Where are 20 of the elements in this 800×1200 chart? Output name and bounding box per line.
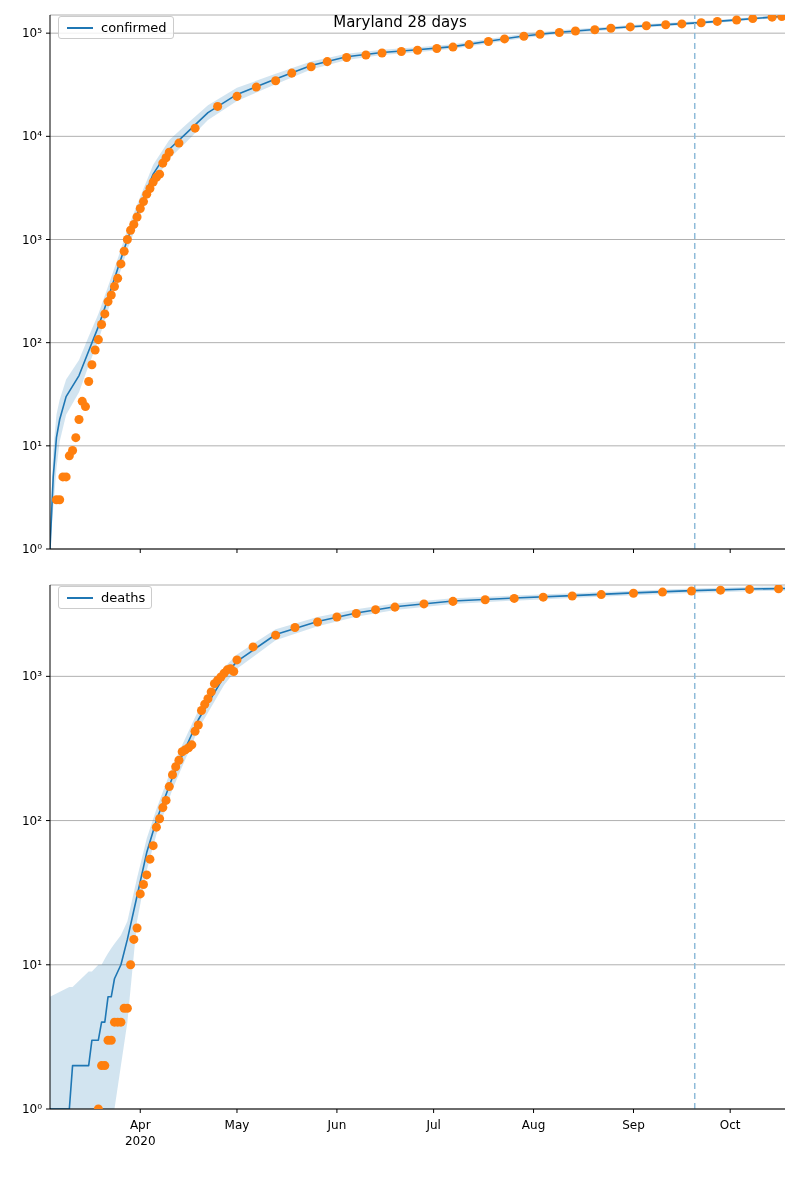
legend-label: confirmed (101, 20, 167, 35)
y-tick-label: 10⁰ (21, 1102, 43, 1116)
x-tick-label: May (224, 1118, 250, 1132)
chart-title: Maryland 28 days (333, 13, 467, 31)
y-tick-label: 10⁴ (21, 129, 43, 144)
y-tick-label: 10⁰ (21, 542, 43, 556)
y-tick-label: 10² (21, 335, 43, 350)
y-tick-label: 10² (21, 813, 43, 828)
y-tick-label: 10⁵ (21, 26, 43, 41)
x-tick-label: Jun (326, 1118, 347, 1132)
x-tick-label: Aug (521, 1118, 546, 1132)
y-tick-label: 10³ (21, 232, 43, 247)
x-tick-label: Sep (622, 1118, 645, 1132)
x-tick-label: Apr 2020 (124, 1118, 156, 1148)
y-tick-label: 10¹ (21, 957, 43, 972)
legend-label: deaths (101, 590, 146, 605)
y-tick-label: 10¹ (21, 438, 43, 453)
y-tick-label: 10³ (21, 669, 43, 684)
x-tick-label: Jul (425, 1118, 441, 1132)
x-tick-label: Oct (719, 1118, 741, 1132)
